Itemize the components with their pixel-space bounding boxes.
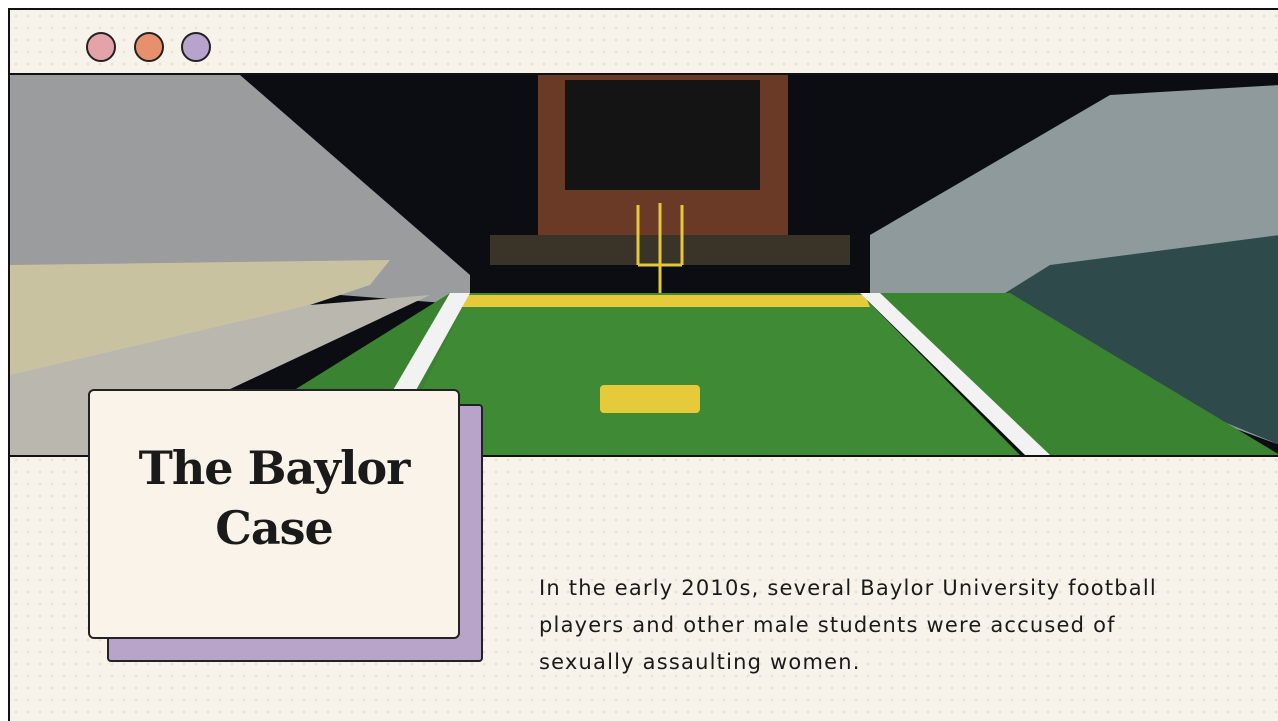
decor-dot — [134, 32, 164, 62]
slide: The Baylor Case In the early 2010s, seve… — [8, 8, 1278, 721]
slide-title: The Baylor Case — [130, 439, 418, 559]
decor-dot — [181, 32, 211, 62]
title-card: The Baylor Case — [88, 389, 460, 639]
decor-dot — [86, 32, 116, 62]
body-text: In the early 2010s, several Baylor Unive… — [539, 570, 1219, 681]
page: The Baylor Case In the early 2010s, seve… — [0, 0, 1278, 721]
